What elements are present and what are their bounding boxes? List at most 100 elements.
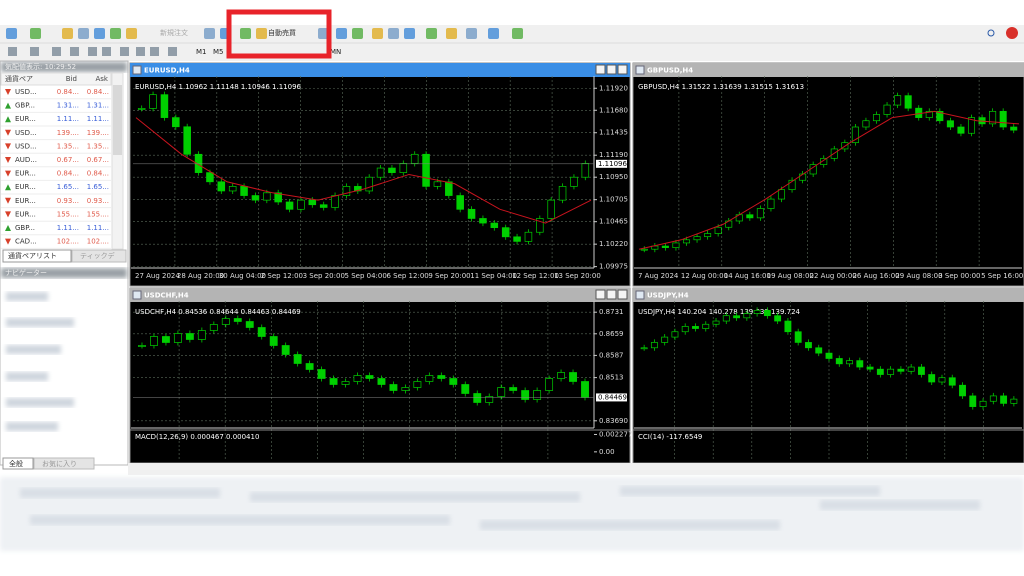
direction-icon (5, 225, 11, 231)
toolbar-button[interactable] (6, 28, 17, 39)
toolbar-button[interactable] (466, 28, 477, 39)
window-titlebar[interactable] (130, 288, 630, 302)
date-label: 29 Aug 08:00 (895, 272, 942, 280)
symbol[interactable]: USD... (15, 129, 37, 137)
tab-label[interactable]: ティックデ (80, 251, 115, 260)
window-titlebar[interactable] (633, 288, 1024, 302)
toolbar-button[interactable] (256, 28, 267, 39)
tab[interactable] (71, 249, 127, 263)
toolbar-button[interactable] (94, 28, 105, 39)
window-titlebar[interactable] (633, 63, 1024, 77)
candle (269, 336, 278, 346)
tab[interactable] (2, 249, 72, 263)
date-label: 27 Aug 2024 (135, 272, 180, 280)
symbol[interactable]: GBP... (15, 224, 35, 232)
toolbar-button[interactable] (318, 28, 329, 39)
symbol[interactable]: USD... (15, 88, 37, 96)
window-button[interactable] (595, 289, 606, 300)
highlight-box (226, 9, 332, 59)
price-label: 1.09975 (599, 263, 628, 271)
drawing-tool[interactable] (30, 47, 39, 56)
candle (581, 163, 590, 178)
window-titlebar[interactable] (130, 63, 630, 77)
candle (887, 368, 895, 375)
toolbar-button[interactable] (30, 28, 41, 39)
toolbar-button[interactable] (404, 28, 415, 39)
drawing-tool[interactable] (136, 47, 145, 56)
toolbar-button[interactable] (446, 28, 457, 39)
candle (894, 95, 902, 106)
symbol[interactable]: EUR... (15, 115, 36, 123)
drawing-tool[interactable] (120, 47, 129, 56)
drawing-tool[interactable] (70, 47, 79, 56)
toolbar-button[interactable] (336, 28, 347, 39)
timeframe-button[interactable]: M1 (196, 48, 207, 56)
symbol[interactable]: GBP... (15, 102, 35, 110)
timeframe-button[interactable]: M5 (213, 48, 224, 56)
timeframe-button[interactable]: MN (330, 48, 341, 56)
window-button[interactable] (617, 64, 628, 75)
date-label: 9 Sep 20:00 (428, 272, 470, 280)
price-label: 1.11190 (599, 151, 628, 159)
chart-window (129, 287, 631, 464)
toolbar-button[interactable] (388, 28, 399, 39)
symbol[interactable]: EUR... (15, 170, 36, 178)
drawing-tool[interactable] (52, 47, 61, 56)
toolbar-button[interactable] (78, 28, 89, 39)
current-price-box (596, 159, 627, 168)
candle (979, 400, 987, 407)
candle (433, 181, 442, 187)
drawing-tool[interactable] (150, 47, 159, 56)
candle (897, 368, 905, 372)
symbol[interactable]: EUR... (15, 210, 36, 218)
symbol[interactable]: USD... (15, 142, 37, 150)
blurred-row (20, 488, 220, 498)
toolbar-button[interactable] (110, 28, 121, 39)
toolbar-button[interactable] (62, 28, 73, 39)
tab-label[interactable]: お気に入り (42, 459, 77, 468)
window-button[interactable] (606, 289, 617, 300)
drawing-tool[interactable] (88, 47, 97, 56)
symbol[interactable]: CAD... (15, 238, 37, 246)
toolbar-button[interactable] (488, 28, 499, 39)
window-button[interactable] (617, 289, 628, 300)
drawing-tool[interactable] (8, 47, 17, 56)
symbol[interactable]: AUD... (15, 156, 37, 164)
tab-label[interactable]: 通貨ペアリスト (8, 251, 57, 260)
symbol[interactable]: EUR... (15, 197, 36, 205)
toolbar-button[interactable] (204, 28, 215, 39)
candle (693, 236, 701, 241)
chart-window (632, 62, 1024, 287)
candle (285, 201, 294, 210)
candle (743, 313, 751, 319)
symbol[interactable]: EUR... (15, 183, 36, 191)
window-button[interactable] (606, 64, 617, 75)
toolbar-button[interactable] (352, 28, 363, 39)
candle (221, 318, 230, 325)
auto-trading-button[interactable]: 自動売買 (268, 28, 296, 37)
blurred-item (6, 318, 74, 327)
tab[interactable] (2, 457, 34, 470)
date-label: 12 Sep 12:00 (512, 272, 559, 280)
direction-icon (5, 89, 11, 95)
window-button[interactable] (595, 64, 606, 75)
scroll-thumb[interactable] (113, 85, 122, 155)
toolbar-button[interactable] (512, 28, 523, 39)
tab[interactable] (33, 457, 95, 470)
column-label[interactable]: 通貨ペア (5, 74, 33, 83)
column-label[interactable]: Bid (66, 75, 77, 83)
toolbar-button[interactable] (240, 28, 251, 39)
drawing-tool[interactable] (102, 47, 111, 56)
search-icon[interactable] (987, 29, 995, 37)
toolbar-button[interactable] (372, 28, 383, 39)
moving-average (638, 110, 1020, 250)
indicator-tick-label: 0.002277 (599, 430, 632, 438)
toolbar-button[interactable] (126, 28, 137, 39)
column-label[interactable]: Ask (96, 75, 109, 83)
drawing-tool[interactable] (168, 47, 177, 56)
toolbar-button[interactable] (426, 28, 437, 39)
new-order-button[interactable]: 新規注文 (160, 28, 188, 37)
tab-label[interactable]: 全般 (9, 459, 23, 468)
candle (521, 390, 530, 400)
